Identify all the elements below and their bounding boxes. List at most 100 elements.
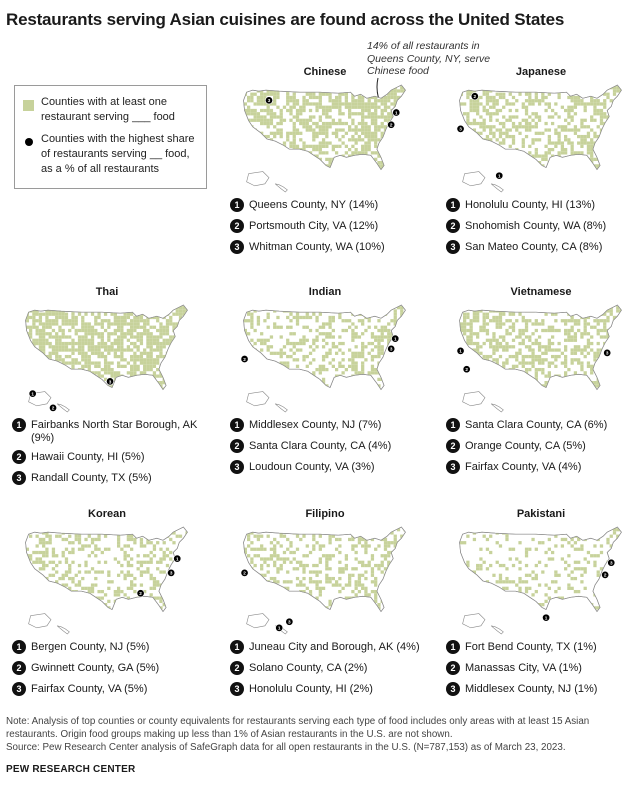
rank-badge: 3 (230, 240, 244, 254)
rank-text: Orange County, CA (5%) (465, 440, 586, 452)
rank-marker-label: 3 (109, 379, 112, 384)
rank-badge: 1 (12, 418, 26, 432)
rank-marker-1 (28, 389, 37, 398)
us-county-map: 1 2 3 (456, 304, 622, 413)
rank-marker-3 (456, 124, 465, 133)
rank-text: Bergen County, NJ (5%) (31, 641, 150, 653)
rank-marker-1 (456, 346, 465, 355)
rank-text: Solano County, CA (2%) (249, 662, 368, 674)
us-county-map: 1 2 3 (459, 526, 622, 635)
rank-marker-1 (392, 108, 401, 117)
rank-marker-label: 3 (459, 127, 462, 132)
rank-text: Gwinnett County, GA (5%) (31, 662, 160, 674)
rank-badge: 3 (446, 682, 460, 696)
rank-marker-2 (470, 92, 479, 101)
us-county-map: 1 2 3 (243, 84, 406, 193)
rank-marker-label: 2 (52, 406, 55, 411)
rank-badge: 3 (12, 471, 26, 485)
legend-fill-swatch (23, 100, 34, 111)
panel-title: Filipino (305, 508, 345, 520)
rank-marker-2 (601, 570, 610, 579)
footnote: Note: Analysis of top counties or county… (6, 716, 590, 740)
pew-logo-text: PEW RESEARCH CENTER (6, 764, 136, 775)
panel-title: Vietnamese (510, 286, 572, 298)
rank-marker-label: 1 (498, 174, 501, 179)
rank-badge: 3 (230, 682, 244, 696)
rank-marker-2 (240, 355, 249, 363)
rank-badge: 2 (446, 661, 460, 675)
rank-marker-2 (462, 365, 471, 374)
rank-text: Honolulu County, HI (13%) (465, 199, 596, 211)
rank-marker-3 (603, 348, 612, 357)
rank-text: Santa Clara County, CA (6%) (465, 419, 608, 431)
panel-title: Indian (308, 286, 342, 298)
rank-badge: 3 (446, 460, 460, 474)
rank-marker-label: 2 (390, 123, 393, 128)
rank-badge: 1 (446, 640, 460, 654)
rank-marker-label: 2 (139, 591, 142, 596)
rank-text: Middlesex County, NJ (7%) (249, 419, 382, 431)
rank-marker-label: 1 (278, 626, 281, 631)
rank-marker-label: 3 (170, 571, 173, 576)
rank-text: Middlesex County, NJ (1%) (465, 683, 598, 695)
us-county-map: 1 2 3 (25, 526, 188, 635)
rank-marker-label: 1 (31, 391, 34, 396)
legend-dot-swatch (25, 138, 33, 146)
us-county-map: 1 2 3 (240, 526, 406, 635)
rank-text: Fairbanks North Star Borough, AK (9%) (31, 419, 198, 444)
rank-text: Fairfax County, VA (5%) (31, 683, 148, 695)
rank-marker-label: 3 (268, 98, 271, 103)
rank-text: Loudoun County, VA (3%) (249, 461, 375, 473)
rank-marker-2 (49, 403, 58, 412)
legend-dot-label: Counties with the highest share of resta… (41, 133, 195, 175)
rank-marker-2 (240, 568, 249, 577)
us-county-map: 1 2 3 (240, 304, 406, 413)
rank-text: Fairfax County, VA (4%) (465, 461, 582, 473)
rank-marker-1 (495, 171, 504, 180)
panel-title: Japanese (515, 66, 567, 78)
rank-marker-label: 1 (176, 556, 179, 561)
rank-text: Honolulu County, HI (2%) (249, 683, 373, 695)
rank-marker-label: 1 (395, 110, 398, 115)
rank-marker-3 (265, 96, 273, 105)
rank-badge: 2 (446, 219, 460, 233)
rank-marker-label: 2 (465, 367, 468, 372)
rank-marker-label: 1 (545, 616, 548, 621)
rank-text: Whitman County, WA (10%) (249, 241, 385, 253)
rank-badge: 1 (230, 418, 244, 432)
rank-marker-label: 3 (606, 351, 609, 356)
rank-badge: 2 (230, 219, 244, 233)
legend: Counties with at least one restaurant se… (14, 85, 207, 189)
rank-text: Santa Clara County, CA (4%) (249, 440, 392, 452)
rank-marker-1 (275, 623, 284, 632)
rank-text: Manassas City, VA (1%) (465, 662, 582, 674)
rank-badge: 2 (12, 661, 26, 675)
rank-marker-3 (106, 377, 115, 386)
rank-badge: 2 (230, 439, 244, 453)
rank-badge: 3 (12, 682, 26, 696)
rank-badge: 1 (446, 198, 460, 212)
rank-badge: 3 (230, 460, 244, 474)
rank-badge: 2 (230, 661, 244, 675)
rank-text: Juneau City and Borough, AK (4%) (249, 641, 420, 653)
rank-text: Randall County, TX (5%) (31, 472, 152, 484)
rank-marker-label: 3 (390, 347, 393, 352)
rank-text: Hawaii County, HI (5%) (31, 451, 145, 463)
panel-title: Chinese (303, 66, 347, 78)
panel-title: Thai (95, 286, 119, 298)
panel-title: Pakistani (516, 508, 566, 520)
rank-text: Fort Bend County, TX (1%) (465, 641, 597, 653)
rank-badge: 2 (12, 450, 26, 464)
rank-marker-label: 2 (604, 573, 607, 578)
rank-marker-label: 2 (243, 571, 246, 576)
rank-marker-1 (173, 554, 182, 563)
rank-marker-3 (387, 344, 396, 353)
source-line: Source: Pew Research Center analysis of … (6, 742, 566, 753)
rank-badge: 1 (446, 418, 460, 432)
rank-marker-label: 2 (474, 94, 477, 99)
rank-marker-2 (136, 589, 145, 598)
rank-marker-label: 2 (243, 357, 246, 362)
rank-badge: 1 (230, 640, 244, 654)
rank-text: Snohomish County, WA (8%) (465, 220, 607, 232)
us-county-map: 1 2 3 (456, 84, 622, 193)
